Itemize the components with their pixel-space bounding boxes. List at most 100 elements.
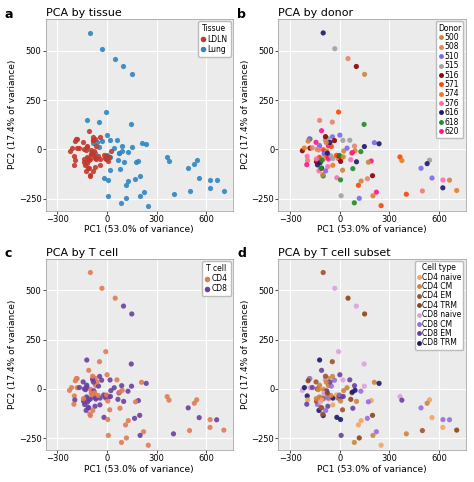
Point (68, 144, 75, 152)
Point (361, 70, 368, 78)
Point (83, 154, 91, 161)
Point (89, 375, 96, 383)
X-axis label: PC1 (53.0% of variance): PC1 (53.0% of variance) (84, 465, 194, 474)
Point (357, 177, 365, 185)
Point (321, 375, 329, 383)
Point (91, 375, 99, 382)
Point (81, 146, 88, 153)
Point (86, 171, 94, 178)
Point (357, 417, 365, 425)
Point (71, 396, 79, 404)
Point (319, 155, 327, 163)
Point (83, 398, 91, 406)
Point (193, 396, 201, 404)
Point (324, 163, 332, 171)
Point (402, 430, 410, 438)
Text: d: d (237, 247, 246, 260)
Point (124, 388, 132, 395)
Point (338, 393, 346, 401)
Point (306, 384, 314, 391)
Point (309, 384, 316, 391)
Point (193, 156, 201, 164)
Point (328, 118, 336, 126)
Point (135, 397, 142, 404)
Point (303, 161, 310, 169)
Point (88, 150, 95, 158)
Point (306, 375, 314, 383)
Point (324, 389, 331, 397)
Text: PCA by donor: PCA by donor (278, 8, 354, 18)
Point (357, 148, 365, 156)
Point (102, 394, 109, 402)
Point (419, 427, 426, 434)
Point (68, 384, 75, 391)
Point (327, 152, 335, 160)
Point (73, 135, 80, 143)
Point (81, 401, 89, 408)
Point (316, 393, 323, 401)
Point (102, 155, 109, 162)
Point (322, 375, 329, 383)
Point (120, 302, 128, 310)
Point (303, 392, 311, 400)
Point (105, 431, 112, 439)
Point (83, 356, 91, 364)
Point (90, 139, 97, 147)
Point (89, 136, 97, 144)
Point (396, 393, 404, 401)
Point (314, 161, 321, 169)
Point (103, 371, 111, 378)
Point (71, 152, 78, 160)
Point (107, 387, 115, 394)
Point (318, 156, 326, 164)
Point (92, 142, 100, 150)
Point (103, 391, 110, 399)
Point (304, 377, 312, 385)
Point (396, 153, 404, 161)
Point (118, 199, 125, 207)
Point (105, 192, 112, 200)
Point (143, 140, 150, 147)
Point (335, 393, 342, 401)
Point (365, 398, 372, 406)
Point (328, 133, 336, 141)
Point (85, 156, 93, 164)
Point (423, 400, 431, 407)
Point (313, 398, 320, 405)
Point (351, 142, 358, 150)
Point (140, 428, 147, 436)
Point (91, 389, 99, 397)
Point (314, 401, 321, 408)
Point (398, 396, 406, 404)
Point (321, 136, 329, 144)
Point (118, 382, 126, 389)
Point (339, 153, 347, 161)
Point (66, 147, 73, 155)
Point (322, 378, 330, 386)
X-axis label: PC1 (53.0% of variance): PC1 (53.0% of variance) (317, 225, 427, 234)
Point (339, 376, 346, 384)
Point (343, 384, 351, 391)
Point (453, 187, 460, 194)
Point (348, 388, 356, 396)
Point (439, 424, 447, 431)
Point (107, 153, 114, 161)
Point (90, 152, 98, 160)
Point (348, 389, 356, 397)
Point (98, 376, 106, 384)
Point (306, 135, 313, 143)
Point (85, 404, 92, 412)
Point (85, 164, 92, 172)
Point (349, 165, 356, 173)
Point (324, 135, 332, 143)
Point (339, 393, 347, 401)
Point (82, 146, 90, 154)
Point (85, 127, 92, 134)
Point (316, 142, 323, 149)
Point (95, 382, 102, 390)
Point (84, 155, 92, 162)
Point (356, 434, 363, 442)
Point (320, 150, 328, 158)
Point (104, 397, 111, 405)
Point (73, 144, 81, 152)
